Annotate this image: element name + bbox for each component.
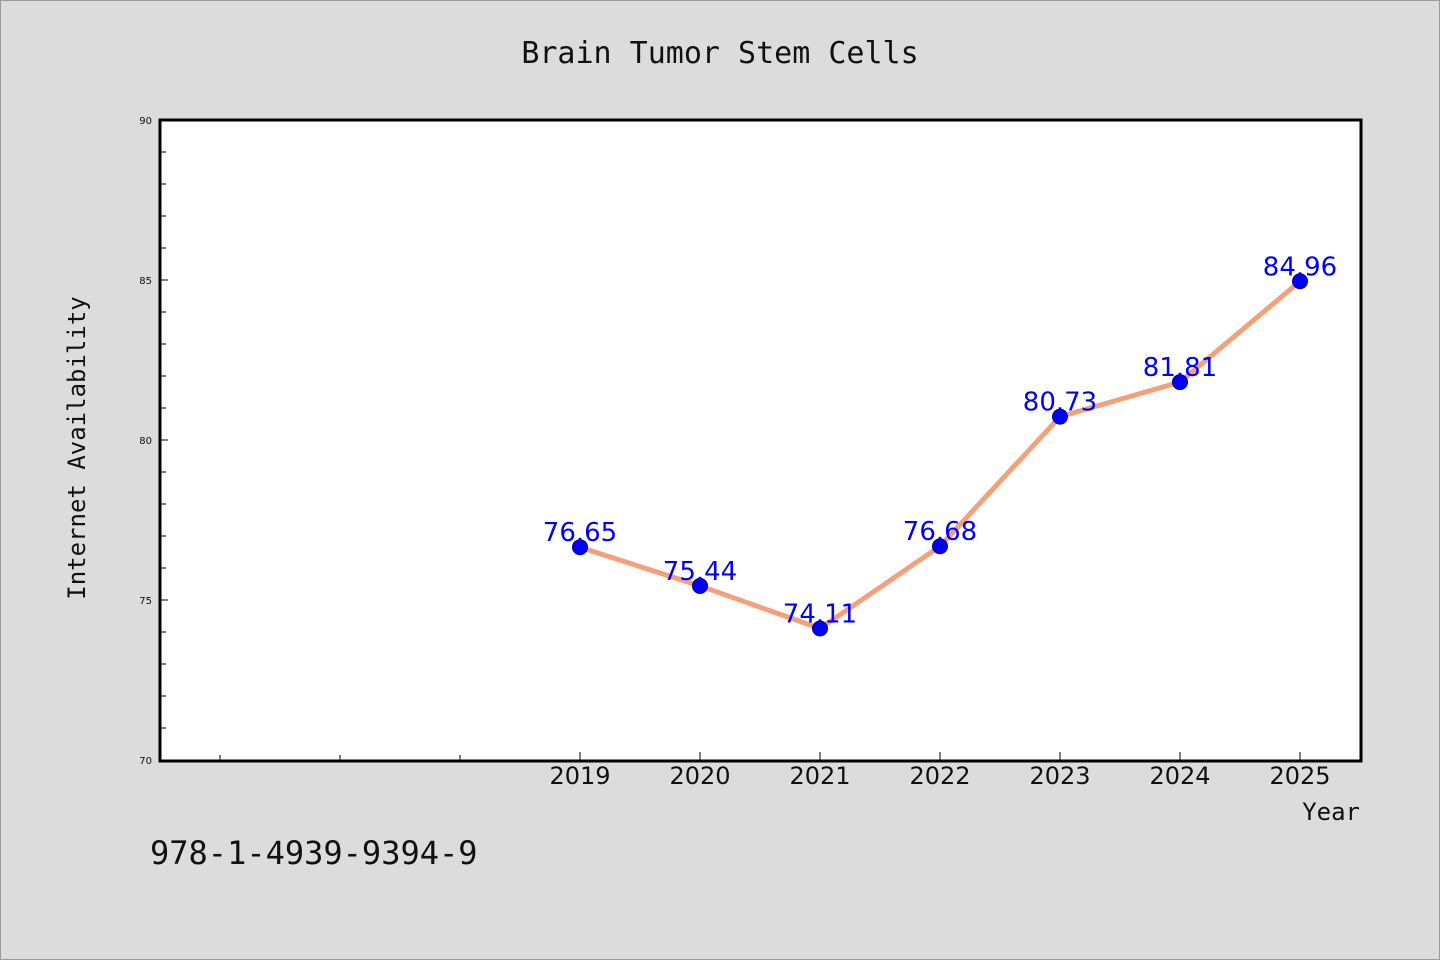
x-tick-label: 2021 [789, 762, 850, 790]
y-axis: 70 75 80 85 90 [139, 116, 168, 767]
data-point [932, 538, 948, 555]
data-label: 75.44 [663, 557, 737, 587]
data-point [1172, 374, 1188, 391]
x-axis: 2019 2020 2021 2022 2023 2024 2025 [219, 752, 1331, 790]
data-label: 81.81 [1143, 353, 1217, 383]
data-label: 76.68 [903, 517, 977, 547]
series-line-group: 76.65 75.44 74.11 76.68 80.73 81.81 84.96 [543, 252, 1337, 637]
plot-area [158, 118, 1363, 763]
data-label: 84.96 [1263, 252, 1337, 282]
x-tick-label: 2025 [1269, 762, 1330, 790]
data-point [1052, 408, 1068, 425]
data-label: 76.65 [543, 518, 617, 548]
y-tick-label: 85 [139, 276, 152, 287]
x-tick-label: 2023 [1029, 762, 1090, 790]
y-tick-label: 80 [139, 436, 152, 447]
y-tick-label: 70 [139, 756, 152, 767]
isbn-text: 978-1-4939-9394-9 [150, 834, 478, 872]
y-tick-label: 75 [139, 596, 152, 607]
x-tick-label: 2020 [669, 762, 730, 790]
data-point [572, 539, 588, 556]
x-axis-label: Year [1302, 798, 1360, 826]
chart-title: Brain Tumor Stem Cells [521, 36, 918, 71]
data-point [692, 577, 708, 594]
x-tick-label: 2024 [1149, 762, 1210, 790]
data-point [1292, 273, 1308, 290]
data-label: 80.73 [1023, 388, 1097, 418]
data-label: 74.11 [783, 599, 857, 629]
y-axis-label: Internet Availability [63, 296, 91, 599]
x-tick-label: 2019 [549, 762, 610, 790]
x-tick-label: 2022 [909, 762, 970, 790]
data-point [812, 620, 828, 637]
y-tick-label: 90 [139, 116, 152, 127]
